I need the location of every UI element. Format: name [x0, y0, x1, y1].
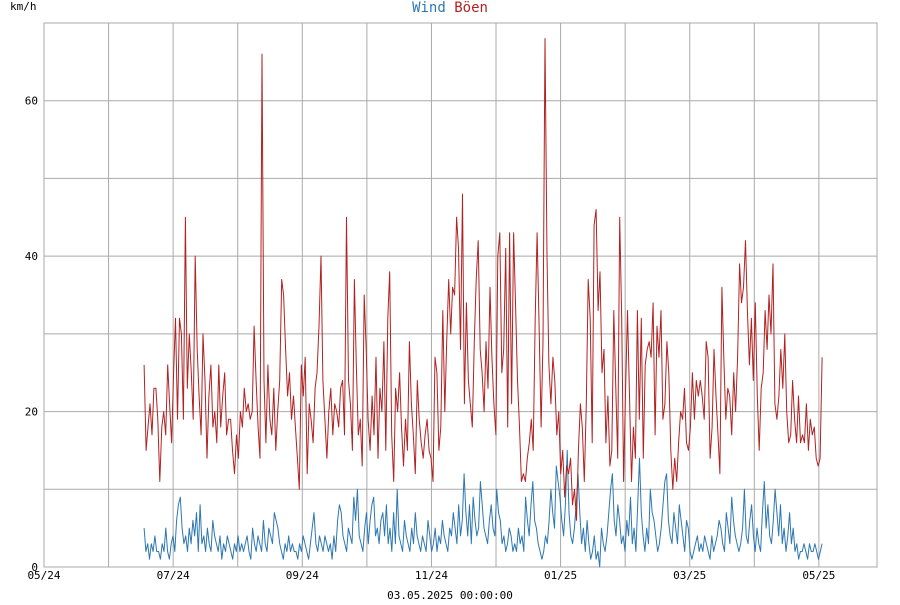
- x-tick-label: 01/25: [544, 569, 577, 582]
- x-tick-label: 07/24: [157, 569, 190, 582]
- series-line-wind: [143, 449, 823, 568]
- y-tick-label: 40: [25, 250, 38, 263]
- x-tick-label: 09/24: [286, 569, 319, 582]
- timestamp-label: 03.05.2025 00:00:00: [387, 589, 513, 600]
- y-tick-label: 0: [31, 561, 38, 574]
- x-tick-label: 05/25: [802, 569, 835, 582]
- title-part-0: Wind: [412, 0, 446, 16]
- y-axis-unit-label: km/h: [10, 0, 37, 13]
- grid: [43, 22, 878, 568]
- series-line-ben: [143, 38, 823, 521]
- y-tick-label: 60: [25, 95, 38, 108]
- x-tick-label: 11/24: [415, 569, 448, 582]
- chart-title: Wind Böen: [412, 0, 488, 16]
- x-tick-label: 05/24: [27, 569, 60, 582]
- title-part-1: Böen: [446, 0, 488, 16]
- plot-frame: [43, 22, 878, 568]
- y-tick-label: 20: [25, 406, 38, 419]
- series-layer: [143, 38, 823, 568]
- tick-labels: 05/24 07/24 09/24 11/24 01/25 03/25 05/25 0 20 40…: [25, 95, 836, 582]
- x-tick-label: 03/25: [673, 569, 706, 582]
